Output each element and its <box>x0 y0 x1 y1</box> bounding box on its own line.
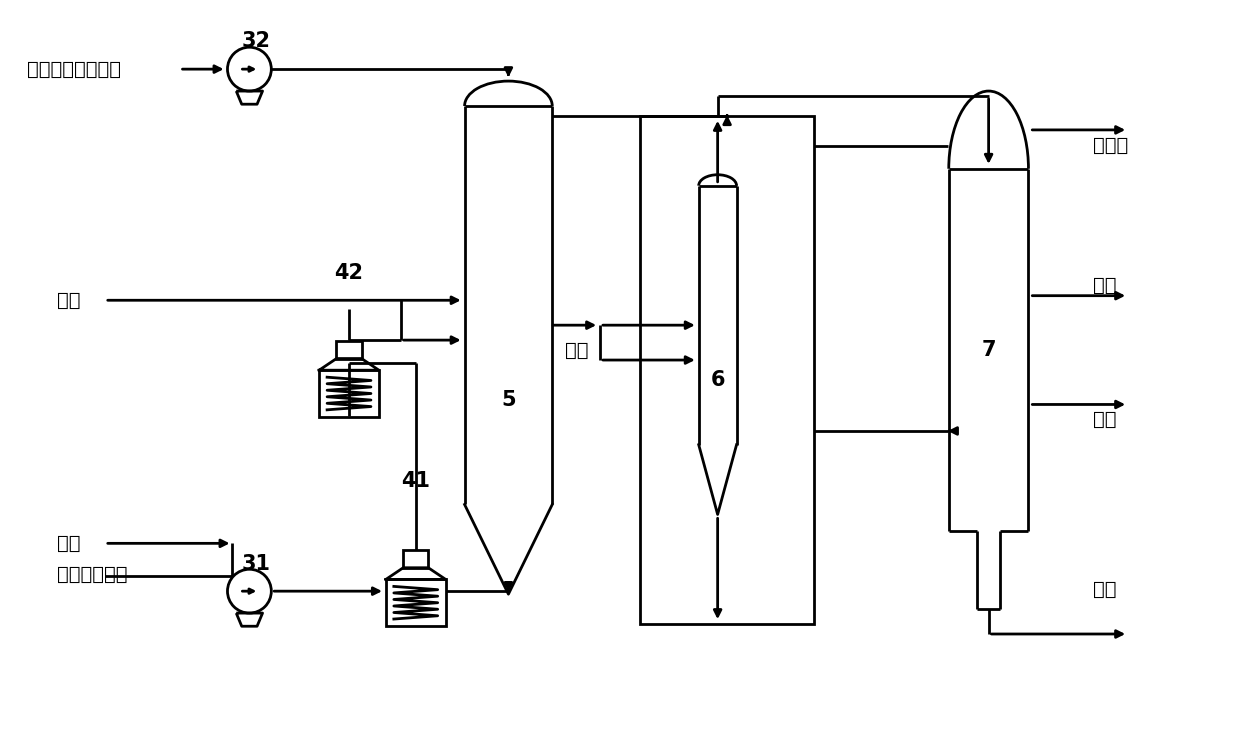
Bar <box>403 550 428 568</box>
Text: 柴油: 柴油 <box>1094 276 1117 295</box>
Bar <box>336 340 362 359</box>
Text: 石脑油: 石脑油 <box>1094 136 1128 155</box>
Text: 蜡油: 蜡油 <box>1094 410 1117 429</box>
Text: 冷氢: 冷氢 <box>564 340 588 360</box>
Text: 重油: 重油 <box>57 534 81 553</box>
Text: 41: 41 <box>402 471 430 491</box>
Text: 残渣: 残渣 <box>1094 579 1117 599</box>
Text: 32: 32 <box>242 31 270 51</box>
Text: 31: 31 <box>242 554 270 574</box>
Text: 42: 42 <box>335 263 363 283</box>
Text: 裂化化市化剂: 裂化化市化剂 <box>57 565 128 584</box>
Text: 5: 5 <box>501 390 516 410</box>
Text: 加氢稳定化市化剂: 加氢稳定化市化剂 <box>27 60 122 78</box>
Text: 6: 6 <box>711 370 725 390</box>
Text: 7: 7 <box>981 340 996 360</box>
Bar <box>319 370 379 417</box>
Text: 氢气: 氢气 <box>57 291 81 310</box>
Bar <box>640 116 815 624</box>
Bar <box>386 579 445 626</box>
